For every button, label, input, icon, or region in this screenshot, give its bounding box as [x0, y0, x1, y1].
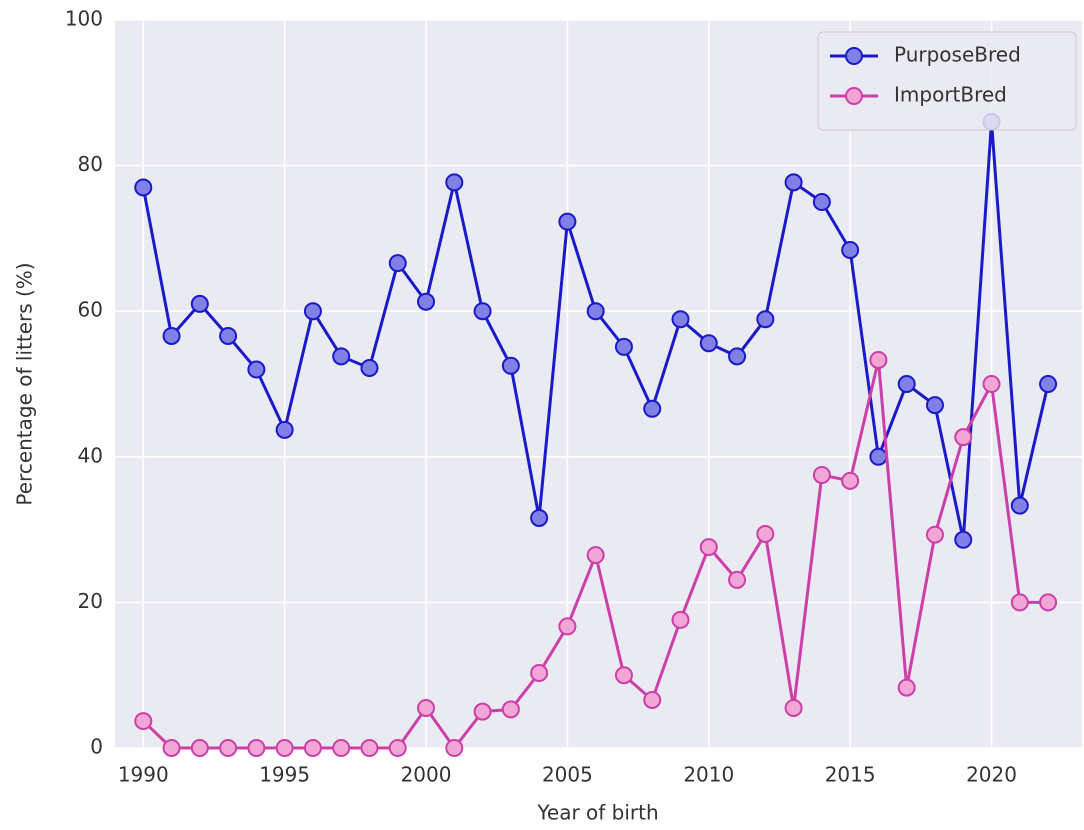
data-point — [586, 546, 605, 565]
data-point — [699, 538, 718, 557]
data-point — [925, 396, 944, 415]
data-point — [954, 428, 973, 447]
y-tick-label: 0 — [90, 735, 103, 759]
data-point — [360, 739, 379, 757]
data-point — [869, 350, 888, 369]
data-point — [445, 173, 464, 192]
legend-marker — [845, 47, 863, 65]
y-tick-label: 60 — [78, 298, 103, 322]
data-point — [614, 666, 633, 685]
data-point — [360, 358, 379, 377]
data-point — [501, 356, 520, 375]
data-point — [671, 310, 690, 329]
plot-area — [115, 20, 1082, 748]
data-point — [388, 739, 407, 757]
data-point — [643, 690, 662, 709]
data-point — [812, 466, 831, 484]
data-point — [614, 337, 633, 356]
data-point — [219, 739, 238, 757]
x-axis-label: Year of birth — [536, 801, 658, 825]
data-point — [247, 360, 266, 379]
data-point — [417, 698, 436, 717]
data-point — [841, 471, 860, 490]
data-point — [134, 712, 153, 731]
data-point — [728, 570, 747, 589]
data-point — [445, 739, 464, 757]
data-point — [643, 399, 662, 418]
data-point — [869, 447, 888, 466]
data-point — [699, 334, 718, 353]
legend-label: ImportBred — [894, 83, 1007, 107]
data-point — [982, 375, 1001, 393]
y-tick-label: 40 — [78, 443, 103, 467]
legend-label: PurposeBred — [894, 43, 1021, 67]
data-point — [1010, 496, 1029, 515]
data-point — [303, 739, 322, 757]
x-tick-label: 1990 — [118, 763, 169, 787]
data-point — [841, 241, 860, 260]
data-point — [275, 739, 294, 757]
x-tick-label: 1995 — [259, 763, 310, 787]
data-point — [1039, 375, 1058, 393]
data-point — [275, 420, 294, 439]
data-point — [501, 700, 520, 719]
legend-marker — [845, 87, 863, 105]
data-point — [162, 739, 181, 757]
y-tick-label: 20 — [78, 589, 103, 613]
data-point — [219, 326, 238, 345]
data-point — [388, 254, 407, 273]
data-point — [756, 310, 775, 329]
data-point — [954, 530, 973, 549]
y-tick-label: 80 — [78, 152, 103, 176]
data-point — [1039, 593, 1058, 612]
data-point — [332, 739, 351, 757]
data-point — [190, 294, 209, 313]
y-axis-label: Percentage of litters (%) — [13, 262, 37, 505]
legend: PurposeBred ImportBred — [817, 31, 1077, 131]
data-point — [332, 347, 351, 366]
x-tick-label: 2000 — [401, 763, 452, 787]
data-point — [784, 173, 803, 192]
data-point — [925, 525, 944, 544]
data-point — [812, 193, 831, 211]
data-point — [247, 739, 266, 757]
data-point — [473, 702, 492, 721]
data-point — [756, 524, 775, 543]
data-point — [190, 739, 209, 757]
data-point — [897, 375, 916, 393]
y-tick-label: 100 — [65, 7, 103, 31]
data-point — [417, 292, 436, 311]
data-point — [473, 302, 492, 321]
x-tick-label: 2010 — [683, 763, 734, 787]
x-tick-label: 2015 — [825, 763, 876, 787]
data-point — [558, 617, 577, 636]
data-point — [671, 610, 690, 629]
data-point — [728, 347, 747, 366]
data-point — [897, 678, 916, 697]
data-point — [530, 664, 549, 683]
data-point — [530, 508, 549, 527]
data-point — [134, 178, 153, 197]
data-point — [162, 326, 181, 345]
data-point — [784, 698, 803, 717]
x-tick-label: 2020 — [966, 763, 1017, 787]
x-tick-label: 2005 — [542, 763, 593, 787]
legend-box — [817, 31, 1077, 131]
data-point — [586, 302, 605, 321]
data-point — [558, 212, 577, 231]
data-point — [303, 302, 322, 321]
data-point — [1010, 593, 1029, 612]
